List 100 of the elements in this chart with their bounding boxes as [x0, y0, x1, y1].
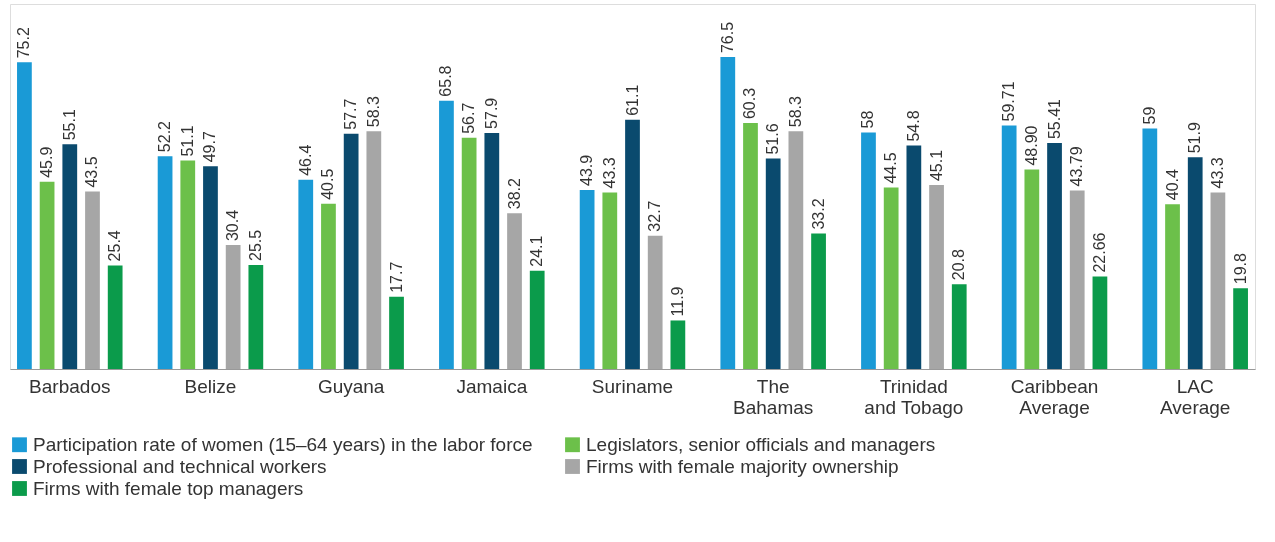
data-label: 25.4: [106, 230, 124, 262]
bar: [389, 296, 404, 369]
bar: [17, 62, 32, 369]
data-label: 51.9: [1186, 122, 1204, 154]
bar: [366, 131, 382, 369]
data-label: 45.9: [38, 146, 56, 178]
bar: [670, 320, 686, 369]
x-tick-label: Suriname: [591, 375, 674, 397]
bar: [484, 132, 500, 369]
legend-label: Participation rate of women (15–64 years) in the labor force: [33, 433, 533, 455]
data-label: 58.3: [786, 96, 804, 128]
bar: [62, 144, 78, 369]
x-tick-label: Trinidad and Tobago: [864, 375, 964, 418]
bar: [1024, 169, 1040, 369]
data-label: 58: [859, 110, 877, 129]
data-label: 49.7: [201, 131, 219, 163]
bar: [203, 166, 218, 369]
data-label: 40.4: [1163, 169, 1181, 201]
x-tick-label: The Bahamas: [733, 375, 814, 418]
bar: [1142, 128, 1158, 369]
bar: [157, 156, 173, 369]
bar: [883, 187, 899, 369]
bar: [343, 133, 359, 369]
x-tick-label: Barbados: [29, 375, 111, 397]
data-label: 43.3: [1208, 157, 1226, 189]
legend-label: Firms with female majority ownership: [586, 455, 899, 477]
x-tick-label: Jamaica: [456, 375, 528, 397]
bar: [461, 137, 477, 369]
data-label: 43.9: [578, 154, 596, 186]
data-label: 24.1: [528, 235, 546, 267]
bar: [929, 185, 944, 369]
bar: [765, 158, 781, 369]
data-label: 32.7: [646, 200, 664, 232]
bar: [321, 203, 336, 369]
x-tick-label: Belize: [184, 375, 237, 397]
data-label: 58.3: [364, 96, 382, 128]
bar: [1187, 157, 1203, 369]
x-tick-label: LAC Average: [1159, 375, 1231, 418]
bar: [625, 119, 640, 369]
data-label: 45.1: [927, 149, 945, 182]
bar: [861, 132, 876, 369]
data-label: 51.1: [178, 125, 196, 157]
x-tick-label: Caribbean Average: [1010, 375, 1099, 418]
bar: [1165, 204, 1180, 369]
data-label: 30.4: [224, 209, 242, 242]
data-label: 52.2: [156, 120, 174, 153]
bar: [225, 245, 241, 369]
bar: [39, 181, 55, 369]
data-label: 33.2: [809, 198, 827, 230]
data-label: 59.71: [1000, 81, 1018, 122]
bar: [1210, 192, 1226, 369]
data-label: 59: [1140, 106, 1158, 125]
data-label: 48.90: [1022, 125, 1040, 166]
data-label: 75.2: [15, 27, 33, 59]
legend-label: Professional and technical workers: [33, 455, 327, 477]
bar: [180, 160, 196, 369]
data-label: 57.7: [342, 98, 360, 130]
data-label: 19.8: [1231, 253, 1249, 285]
bar: [1001, 125, 1017, 369]
bar: [906, 145, 922, 369]
bar: [248, 265, 264, 369]
data-label: 54.8: [904, 110, 922, 142]
x-tick-label: Guyana: [317, 375, 385, 397]
bar: [811, 233, 826, 369]
data-label: 65.8: [437, 65, 455, 97]
bar: [579, 189, 595, 369]
data-label: 44.5: [882, 152, 900, 184]
bar: [602, 192, 618, 369]
bar: [298, 179, 314, 369]
data-label: 55.1: [60, 109, 78, 141]
data-label: 46.4: [296, 144, 314, 176]
data-label: 60.3: [741, 87, 759, 120]
data-label: 40.5: [319, 168, 337, 200]
data-label: 43.5: [83, 156, 101, 188]
data-label: 43.3: [600, 157, 618, 189]
data-label: 51.6: [764, 123, 782, 155]
bar: [1092, 276, 1108, 369]
bar: [529, 270, 545, 369]
data-label: 11.9: [668, 286, 686, 317]
bar: [1233, 288, 1248, 369]
data-label: 17.7: [387, 261, 405, 293]
data-label: 22.66: [1090, 232, 1108, 273]
data-label: 25.5: [246, 229, 264, 262]
data-label: 61.1: [623, 84, 641, 116]
bar: [951, 284, 967, 369]
bar: [1047, 143, 1062, 369]
legend-label: Legislators, senior officials and managers: [586, 433, 936, 455]
legend-label: Firms with female top managers: [33, 477, 304, 499]
bar: [85, 191, 100, 369]
bar: [507, 213, 522, 369]
data-label: 55.41: [1045, 98, 1063, 140]
data-label: 57.9: [482, 97, 500, 129]
data-label: 76.5: [718, 21, 736, 54]
data-label: 43.79: [1068, 146, 1086, 187]
bar: [107, 265, 123, 369]
data-label: 56.7: [460, 102, 478, 134]
data-label: 20.8: [950, 248, 968, 281]
data-label: 38.2: [505, 177, 523, 210]
bar: [720, 57, 736, 369]
bar: [647, 235, 663, 369]
